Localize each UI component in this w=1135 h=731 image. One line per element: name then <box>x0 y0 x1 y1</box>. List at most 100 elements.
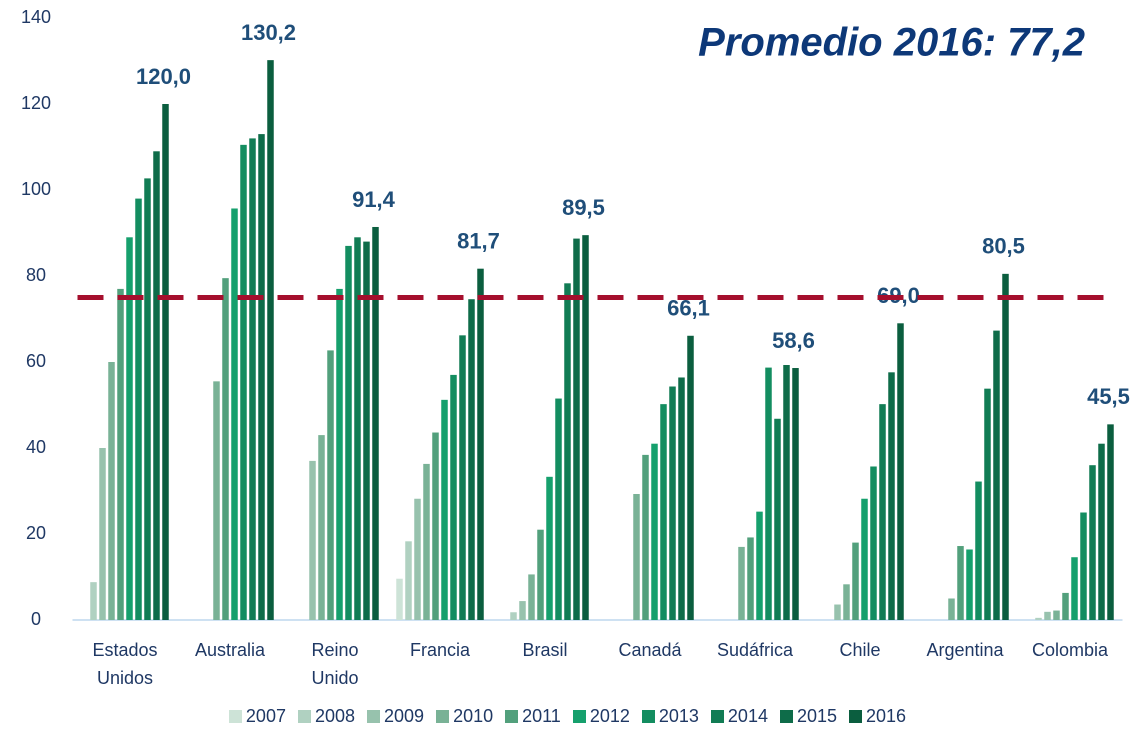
bar <box>1107 424 1114 620</box>
legend-item: 2007 <box>228 706 286 727</box>
bar <box>843 584 850 620</box>
legend-item: 2014 <box>710 706 768 727</box>
bar <box>144 178 151 620</box>
legend-swatch <box>710 710 724 723</box>
x-tick-label: Reino Unido <box>311 640 359 688</box>
data-label: 89,5 <box>562 195 605 220</box>
bar <box>468 299 475 620</box>
bar <box>423 463 430 620</box>
annotation: Promedio 2016: 77,2 <box>698 21 1085 65</box>
bar <box>309 460 316 620</box>
legend-item: 2008 <box>297 706 356 727</box>
x-tick-label: Sudáfrica <box>716 640 794 660</box>
legend-item: 2011 <box>505 706 561 727</box>
legend-swatch <box>367 710 381 723</box>
bar <box>651 443 658 620</box>
legend-swatch <box>849 710 863 723</box>
bar <box>879 404 886 620</box>
bar <box>888 372 895 620</box>
y-tick-label: 40 <box>26 437 46 457</box>
x-tick-label: Estados Unidos <box>92 640 158 688</box>
bar <box>582 235 589 620</box>
legend-label: 2012 <box>589 706 630 726</box>
bar <box>258 134 265 620</box>
bar <box>765 367 772 620</box>
x-tick-label: Chile <box>839 640 881 660</box>
legend-label: 2008 <box>314 706 356 726</box>
data-label: 45,5 <box>1087 384 1130 409</box>
bar <box>861 498 868 620</box>
y-tick-label: 20 <box>26 523 46 543</box>
legend-swatch <box>436 710 450 723</box>
bar <box>966 549 973 620</box>
bar <box>747 537 754 620</box>
bar <box>642 454 649 620</box>
legend-item: 2016 <box>849 706 906 727</box>
legend-swatch <box>779 710 793 723</box>
bar <box>396 578 403 620</box>
legend-swatch <box>572 710 586 723</box>
bar <box>327 350 334 620</box>
bar <box>546 476 553 620</box>
legend-label: 2015 <box>796 706 838 726</box>
legend-label: 2013 <box>658 706 699 726</box>
bar <box>678 377 685 620</box>
legend: 2007 2008 2009 2010 2011 2012 2013 2014 2015 2016 <box>0 706 1135 727</box>
bar <box>153 151 160 621</box>
legend-item: 2009 <box>367 706 424 727</box>
bar <box>528 574 535 620</box>
y-tick-label: 0 <box>31 609 41 629</box>
bar <box>354 237 361 621</box>
bar <box>441 399 448 620</box>
legend-label: 2014 <box>727 706 768 726</box>
y-tick-label: 80 <box>26 265 46 285</box>
legend-label: 2009 <box>384 706 425 726</box>
bar <box>783 365 790 620</box>
y-tick-label: 100 <box>21 179 51 199</box>
bar <box>555 398 562 620</box>
bar <box>792 368 799 620</box>
bar <box>1044 611 1051 620</box>
bar <box>510 612 517 620</box>
bar <box>1053 610 1060 620</box>
legend-item: 2010 <box>436 706 493 727</box>
legend-swatch <box>297 710 311 723</box>
bar <box>363 241 370 620</box>
bar <box>852 542 859 620</box>
bar <box>687 335 694 620</box>
bar <box>477 268 484 620</box>
bar <box>519 601 526 620</box>
bar <box>957 546 964 620</box>
bar <box>249 138 256 620</box>
bar <box>756 511 763 620</box>
data-label: 80,5 <box>982 234 1025 259</box>
bar <box>405 541 412 620</box>
y-tick-label: 120 <box>21 93 51 113</box>
bar <box>432 432 439 620</box>
bar <box>240 144 247 620</box>
legend-swatch <box>641 710 655 723</box>
bar <box>135 198 142 620</box>
bar <box>537 529 544 620</box>
bar <box>1062 592 1069 620</box>
bar <box>660 404 667 620</box>
bar <box>345 245 352 620</box>
bar <box>669 386 676 620</box>
legend-item: 2015 <box>779 706 838 727</box>
legend-swatch <box>505 710 519 723</box>
bar <box>99 448 106 620</box>
bar <box>1071 557 1078 620</box>
bar <box>459 335 466 620</box>
bar <box>573 238 580 620</box>
bar <box>117 288 124 620</box>
data-label: 81,7 <box>457 229 500 254</box>
x-tick-label: Argentina <box>926 640 1004 660</box>
bar <box>897 323 904 620</box>
legend-label: 2007 <box>245 706 286 726</box>
bar <box>267 60 274 620</box>
bar <box>1002 273 1009 620</box>
data-label: 58,6 <box>772 328 815 353</box>
bar <box>993 330 1000 620</box>
bar <box>336 288 343 620</box>
x-tick-label: Australia <box>194 640 266 660</box>
